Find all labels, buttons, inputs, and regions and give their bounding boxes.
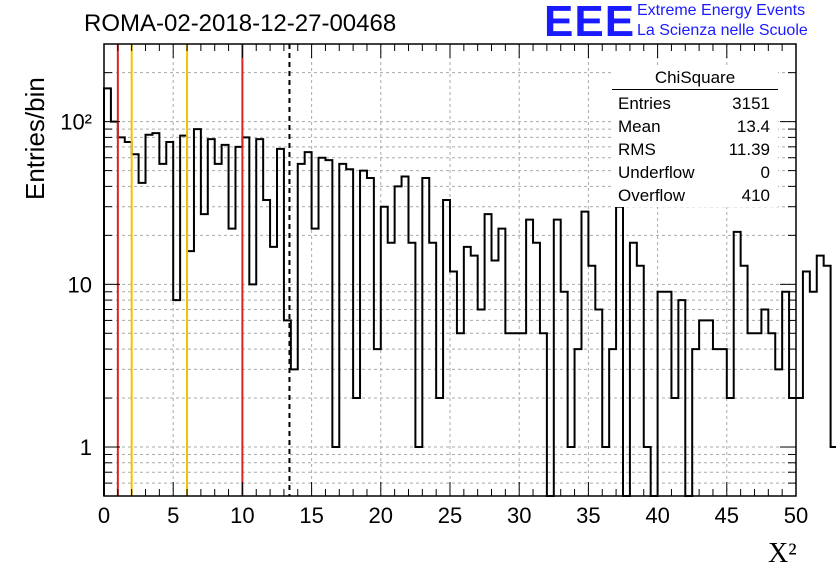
y-tick-label: 10² bbox=[60, 110, 92, 135]
y-tick-label: 1 bbox=[80, 435, 92, 460]
stats-rows: Entries 3151 Mean 13.4 RMS 11.39 Underflow 0 Ove… bbox=[612, 92, 778, 207]
x-tick-label: 10 bbox=[230, 503, 254, 528]
x-tick-label: 30 bbox=[507, 503, 531, 528]
stats-box: ChiSquare Entries 3151 Mean 13.4 RMS 11.39 Und… bbox=[612, 68, 778, 207]
stats-value: 13.4 bbox=[736, 117, 770, 136]
x-axis-label: X² bbox=[768, 538, 797, 569]
stats-label: Entries bbox=[618, 94, 671, 113]
x-tick-label: 20 bbox=[369, 503, 393, 528]
y-tick-label: 10 bbox=[68, 272, 92, 297]
stats-label: Underflow bbox=[618, 163, 695, 182]
stats-title: ChiSquare bbox=[612, 68, 778, 90]
stats-row: Mean 13.4 bbox=[612, 115, 778, 138]
stats-row: Underflow 0 bbox=[612, 161, 778, 184]
x-tick-label: 50 bbox=[784, 503, 808, 528]
logo-line-1: Extreme Energy Events bbox=[637, 2, 806, 19]
stats-row: RMS 11.39 bbox=[612, 138, 778, 161]
x-tick-label: 25 bbox=[438, 503, 462, 528]
stats-label: Overflow bbox=[618, 186, 686, 205]
histogram-line bbox=[103, 87, 836, 497]
stats-value: 410 bbox=[741, 186, 770, 205]
x-tick-label: 0 bbox=[98, 503, 110, 528]
x-tick-label: 40 bbox=[645, 503, 669, 528]
stats-label: RMS bbox=[618, 140, 656, 159]
x-tick-label: 15 bbox=[299, 503, 323, 528]
x-tick-label: 45 bbox=[715, 503, 739, 528]
stats-row: Entries 3151 bbox=[612, 92, 778, 115]
eee-logo: EEE bbox=[544, 0, 636, 46]
chart-title: ROMA-02-2018-12-27-00468 bbox=[84, 10, 397, 37]
stats-row: Overflow 410 bbox=[612, 184, 778, 207]
x-tick-label: 5 bbox=[167, 503, 179, 528]
stats-value: 0 bbox=[760, 163, 770, 182]
logo-line-2: La Scienza nelle Scuole bbox=[637, 22, 808, 39]
x-tick-label: 35 bbox=[576, 503, 600, 528]
stats-label: Mean bbox=[618, 117, 661, 136]
stats-value: 11.39 bbox=[728, 140, 770, 159]
stats-value: 3151 bbox=[732, 94, 770, 113]
